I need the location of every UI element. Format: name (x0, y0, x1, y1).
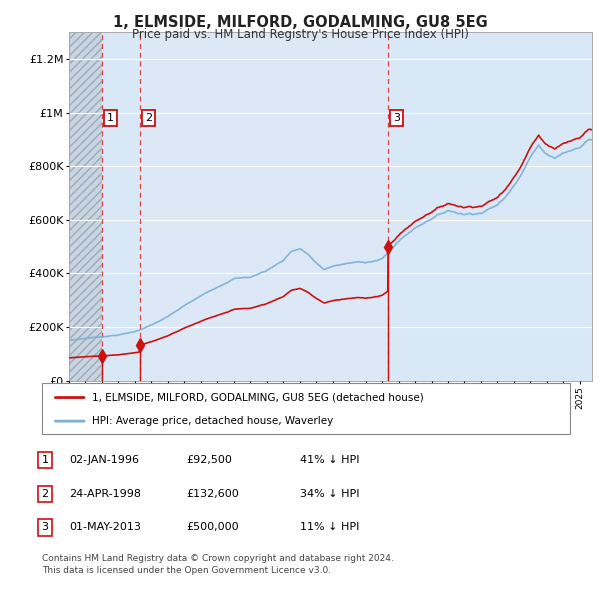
Text: £132,600: £132,600 (186, 489, 239, 499)
Text: 02-JAN-1996: 02-JAN-1996 (69, 455, 139, 465)
Text: 1: 1 (41, 455, 49, 465)
Text: 1: 1 (107, 113, 114, 123)
Text: Contains HM Land Registry data © Crown copyright and database right 2024.
This d: Contains HM Land Registry data © Crown c… (42, 555, 394, 575)
Text: 2: 2 (145, 113, 152, 123)
Bar (388, 32, 592, 381)
Text: 34% ↓ HPI: 34% ↓ HPI (300, 489, 359, 499)
Text: HPI: Average price, detached house, Waverley: HPI: Average price, detached house, Wave… (92, 416, 334, 426)
Text: Price paid vs. HM Land Registry's House Price Index (HPI): Price paid vs. HM Land Registry's House … (131, 28, 469, 41)
FancyBboxPatch shape (42, 384, 570, 434)
Text: £500,000: £500,000 (186, 523, 239, 532)
Text: 3: 3 (393, 113, 400, 123)
Bar (102, 32, 140, 381)
Text: 2: 2 (41, 489, 49, 499)
Bar (69, 32, 102, 381)
Text: 01-MAY-2013: 01-MAY-2013 (69, 523, 141, 532)
Text: 24-APR-1998: 24-APR-1998 (69, 489, 141, 499)
Text: 3: 3 (41, 523, 49, 532)
Text: 1, ELMSIDE, MILFORD, GODALMING, GU8 5EG: 1, ELMSIDE, MILFORD, GODALMING, GU8 5EG (113, 15, 487, 30)
Text: 11% ↓ HPI: 11% ↓ HPI (300, 523, 359, 532)
Text: £92,500: £92,500 (186, 455, 232, 465)
Text: 41% ↓ HPI: 41% ↓ HPI (300, 455, 359, 465)
Text: 1, ELMSIDE, MILFORD, GODALMING, GU8 5EG (detached house): 1, ELMSIDE, MILFORD, GODALMING, GU8 5EG … (92, 392, 424, 402)
